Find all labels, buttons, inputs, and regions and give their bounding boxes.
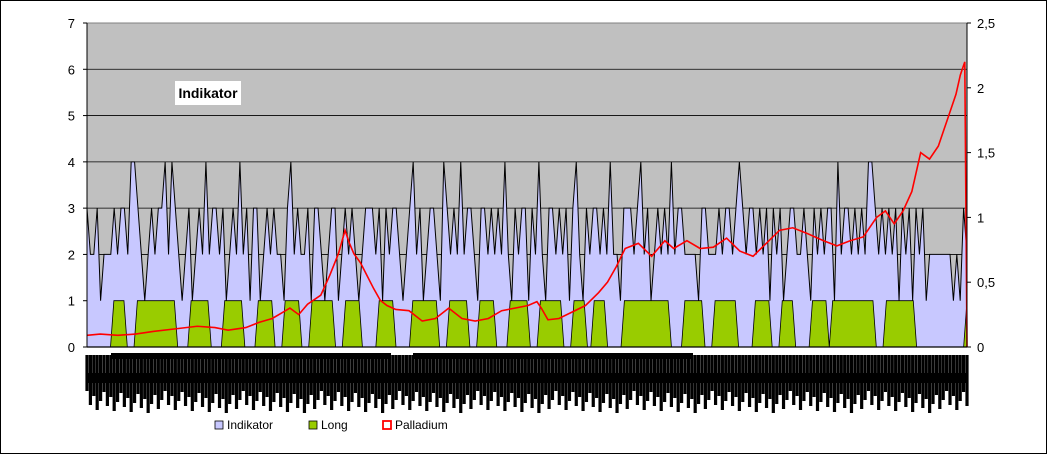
right-tick-label: 0 [977, 340, 984, 355]
right-tick-label: 2 [977, 81, 984, 96]
legend-label-palladium: Palladium [395, 418, 448, 432]
x-tick-label [537, 355, 541, 413]
legend: Indikator Long Palladium [214, 418, 448, 432]
x-tick-label [676, 355, 680, 412]
left-tick-label: 1 [68, 294, 75, 309]
series-indikator-outline [86, 161, 968, 301]
right-axis: 0 0,5 1 1,5 2 2,5 [966, 16, 995, 355]
left-tick-label: 5 [68, 109, 75, 124]
x-tick-label [364, 355, 368, 412]
annotation-label: Indikator [178, 85, 238, 101]
left-tick-label: 4 [68, 155, 75, 170]
x-tick-label [754, 355, 758, 412]
annotation-box: Indikator [175, 81, 241, 105]
x-axis [85, 346, 969, 413]
left-tick-label: 6 [68, 62, 75, 77]
right-tick-label: 1,5 [977, 146, 995, 161]
x-tick-label-band [413, 353, 693, 359]
x-tick-label [459, 355, 463, 413]
left-tick-label: 3 [68, 201, 75, 216]
x-tick-label [224, 355, 228, 413]
x-tick-label [129, 355, 133, 412]
x-tick-label [693, 355, 697, 413]
x-tick-label [520, 355, 524, 412]
x-tick-label [285, 355, 290, 412]
right-tick-label: 1 [977, 210, 984, 225]
x-tick-label [598, 355, 602, 412]
x-tick-label-band [87, 373, 967, 383]
x-tick-label [207, 355, 211, 412]
x-tick-label [615, 355, 619, 413]
x-tick-label [911, 355, 915, 412]
x-tick-label [442, 355, 446, 412]
legend-label-indikator: Indikator [227, 418, 273, 432]
x-tick-label [381, 355, 385, 413]
legend-swatch-indikator [214, 420, 224, 430]
x-tick-label [302, 355, 307, 413]
right-tick-label: 0,5 [977, 275, 995, 290]
x-tick-label [832, 355, 837, 412]
series-palladium-line [86, 61, 968, 348]
left-axis: 0 1 2 3 4 5 6 7 [68, 16, 88, 355]
x-tick-label [146, 355, 150, 413]
x-tick-label [771, 355, 775, 413]
x-tick-label [928, 355, 932, 413]
left-tick-label: 2 [68, 247, 75, 262]
legend-swatch-long [308, 420, 318, 430]
left-tick-label: 7 [68, 16, 75, 31]
legend-swatch-palladium [382, 420, 392, 430]
left-tick-label: 0 [68, 340, 75, 355]
legend-label-long: Long [321, 418, 348, 432]
x-tick-label-band [111, 353, 391, 359]
right-tick-label: 2,5 [977, 16, 995, 31]
x-tick-label [849, 355, 854, 413]
